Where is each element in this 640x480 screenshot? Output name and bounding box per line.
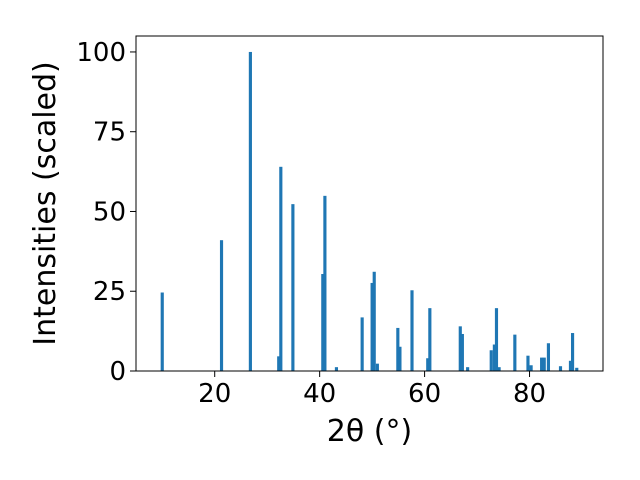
- bar: [460, 333, 464, 371]
- x-tick-label: 40: [303, 379, 336, 409]
- bar: [398, 346, 402, 371]
- bar: [494, 308, 499, 371]
- bar: [323, 195, 327, 371]
- bar: [291, 204, 295, 371]
- y-tick-label: 0: [109, 357, 126, 387]
- bar: [575, 367, 579, 371]
- bar: [492, 344, 496, 371]
- bar: [489, 350, 493, 371]
- bar: [370, 282, 374, 371]
- bar: [540, 357, 544, 371]
- x-tick-label: 80: [513, 379, 546, 409]
- bar: [321, 274, 325, 371]
- bar: [529, 365, 533, 371]
- y-axis: 0 25 50 75 100: [76, 38, 136, 387]
- bar: [334, 367, 339, 371]
- y-tick-label: 25: [93, 277, 126, 307]
- bar: [279, 166, 283, 371]
- bar: [542, 357, 546, 371]
- bar: [360, 317, 364, 371]
- bar: [546, 343, 551, 371]
- x-tick-label: 60: [408, 379, 441, 409]
- bar: [375, 363, 379, 371]
- bar: [513, 334, 517, 371]
- bar: [558, 366, 563, 371]
- bar: [568, 360, 573, 371]
- bar: [526, 355, 530, 371]
- bar: [248, 51, 252, 371]
- y-tick-label: 50: [93, 197, 126, 227]
- bar: [570, 333, 575, 371]
- bar: [458, 326, 462, 371]
- bar: [410, 290, 414, 371]
- x-axis-title: 2θ (°): [327, 414, 412, 449]
- y-tick-label: 100: [76, 38, 126, 68]
- plot-frame: [135, 35, 604, 372]
- bar: [396, 327, 400, 371]
- bar: [497, 367, 501, 371]
- bars-group: [160, 51, 579, 371]
- x-axis: 20 40 60 80: [198, 371, 546, 409]
- bar: [466, 367, 470, 371]
- y-tick-label: 75: [93, 118, 126, 148]
- x-tick-label: 20: [198, 379, 231, 409]
- bar: [160, 292, 164, 371]
- bar: [426, 358, 430, 371]
- bar: [372, 271, 376, 371]
- bar: [219, 240, 224, 371]
- bar: [277, 356, 281, 371]
- y-axis-title: Intensities (scaled): [28, 61, 63, 346]
- bar: [428, 308, 432, 371]
